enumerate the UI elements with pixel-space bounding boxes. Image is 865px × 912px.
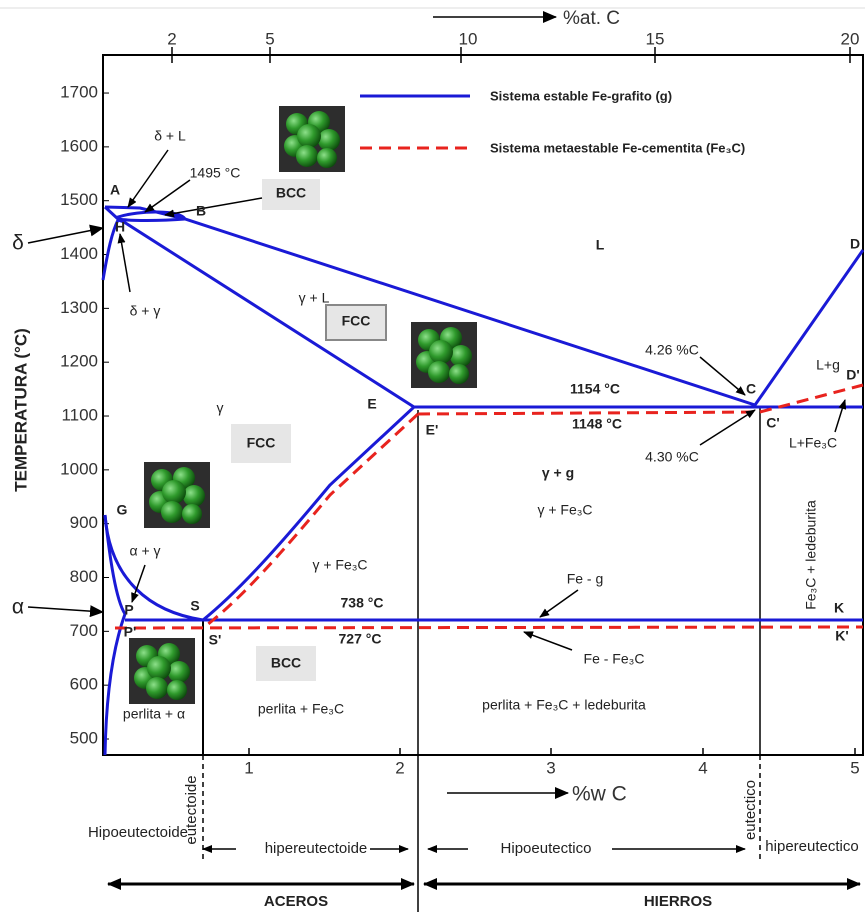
region-label: Hipoeutectoide [88, 824, 188, 841]
region-label: A [110, 182, 120, 198]
region-label: 1148 °C [572, 416, 622, 432]
vertical-label: eutectoide [183, 775, 200, 844]
crystal-icon [129, 638, 195, 704]
region-label: γ + Fe₃C [537, 502, 592, 518]
y-tick-label: 1000 [60, 459, 98, 478]
region-label: 1154 °C [570, 381, 620, 397]
region-label: K' [835, 628, 848, 644]
region-label: 1495 °C [190, 165, 241, 181]
y-tick-label: 1200 [60, 352, 98, 371]
region-label: 4.26 %C [645, 342, 699, 358]
region-label: D' [846, 367, 859, 383]
region-label: FCC [342, 313, 371, 329]
top-tick-label: 10 [459, 29, 478, 48]
region-label: L+g [816, 357, 840, 373]
top-tick-label: 15 [646, 29, 665, 48]
phase-diagram: %at. C 2 5 10 15 20 17001600150014001300… [0, 0, 865, 912]
group-label: ACEROS [264, 893, 328, 910]
group-label: HIERROS [644, 893, 712, 910]
top-tick-label: 5 [265, 29, 274, 48]
y-tick-label: 800 [70, 567, 98, 586]
region-label: D [850, 236, 860, 252]
region-label: α + γ [129, 543, 160, 559]
region-label: Fe - Fe₃C [584, 651, 645, 667]
vertical-label: Fe₃C + ledeburita [803, 500, 819, 610]
region-label: C [746, 381, 756, 397]
crystal-icon [411, 322, 477, 388]
region-label: H [115, 219, 125, 235]
region-label: α [12, 596, 24, 619]
region-label: 4.30 %C [645, 449, 699, 465]
region-label: P' [124, 624, 137, 640]
stable-lines [103, 207, 863, 755]
region-label: perlita + α [123, 706, 185, 722]
y-tick-label: 500 [70, 728, 98, 747]
region-label: B [196, 203, 206, 219]
region-label: δ [12, 232, 24, 255]
y-tick-label: 1700 [60, 83, 98, 102]
bottom-tick-label: 2 [395, 758, 404, 777]
crystal-icon [144, 462, 210, 528]
bottom-axis-title: %w C [572, 783, 627, 806]
region-label: γ + Fe₃C [312, 557, 367, 573]
y-tick-label: 700 [70, 621, 98, 640]
region-label: perlita + Fe₃C [258, 701, 344, 717]
region-label: BCC [271, 655, 301, 671]
region-label: Fe - g [567, 571, 604, 587]
legend-label: Sistema estable Fe-grafito (g) [490, 88, 672, 103]
region-label: 727 °C [339, 631, 382, 647]
bottom-tick-label: 3 [546, 758, 555, 777]
vertical-label: eutectico [742, 780, 759, 840]
bottom-tick-label: 5 [850, 758, 859, 777]
region-label: γ + g [542, 465, 574, 481]
region-label: δ + γ [130, 303, 161, 319]
region-label: S [190, 598, 199, 614]
bottom-ticks [249, 748, 855, 755]
bottom-tick-label: 1 [244, 758, 253, 777]
region-label: L [596, 237, 605, 253]
bottom-tick-label: 4 [698, 758, 707, 777]
y-tick-label: 1500 [60, 190, 98, 209]
y-tick-label: 1300 [60, 298, 98, 317]
top-tick-label: 2 [167, 29, 176, 48]
top-axis-title: %at. C [563, 8, 620, 29]
region-label: L+Fe₃C [789, 435, 837, 451]
top-tick-label: 20 [841, 29, 860, 48]
region-label: P [124, 602, 133, 618]
region-label: K [834, 600, 844, 616]
region-label: Hipoeutectico [501, 840, 592, 857]
region-label: hipereutectico [765, 838, 858, 855]
y-tick-label: 1600 [60, 136, 98, 155]
region-label: BCC [276, 185, 306, 201]
legend-label: Sistema metaestable Fe-cementita (Fe₃C) [490, 140, 745, 155]
region-label: E [367, 396, 376, 412]
metastable-lines [115, 385, 863, 628]
y-tick-label: 1100 [61, 406, 98, 425]
region-label: FCC [247, 435, 276, 451]
region-label: S' [209, 632, 222, 648]
region-label: γ [217, 400, 224, 416]
y-tick-label: 600 [70, 675, 98, 694]
region-label: perlita + Fe₃C + ledeburita [482, 697, 646, 713]
region-label: G [117, 502, 128, 518]
region-label: 738 °C [341, 595, 384, 611]
y-tick-label: 1400 [60, 244, 98, 263]
region-label: hipereutectoide [265, 840, 368, 857]
region-label: γ + L [299, 290, 330, 306]
crystal-icon [279, 106, 345, 172]
region-label: C' [766, 415, 779, 431]
y-tick-label: 900 [70, 513, 98, 532]
y-axis-title: TEMPERATURA (°C) [11, 328, 30, 492]
region-label: δ + L [154, 128, 186, 144]
region-label: E' [426, 422, 439, 438]
